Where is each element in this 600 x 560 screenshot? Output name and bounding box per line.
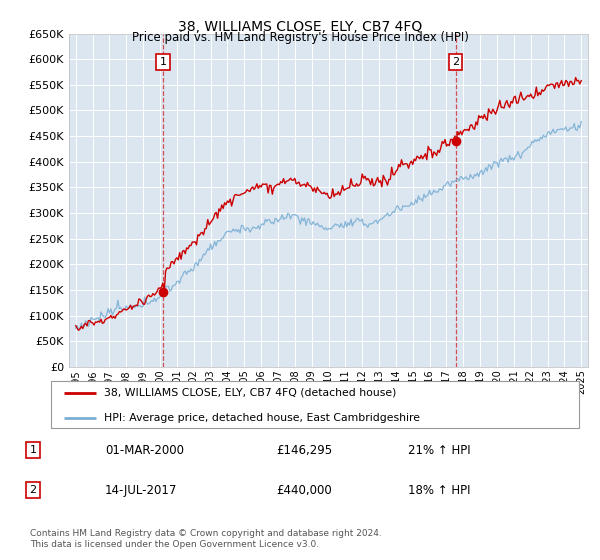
Text: Price paid vs. HM Land Registry's House Price Index (HPI): Price paid vs. HM Land Registry's House …	[131, 31, 469, 44]
Text: 38, WILLIAMS CLOSE, ELY, CB7 4FQ: 38, WILLIAMS CLOSE, ELY, CB7 4FQ	[178, 20, 422, 34]
Text: 21% ↑ HPI: 21% ↑ HPI	[408, 444, 470, 457]
Text: 2: 2	[29, 485, 37, 495]
Text: 01-MAR-2000: 01-MAR-2000	[105, 444, 184, 457]
Text: 1: 1	[160, 57, 166, 67]
Text: 18% ↑ HPI: 18% ↑ HPI	[408, 484, 470, 497]
Text: 38, WILLIAMS CLOSE, ELY, CB7 4FQ (detached house): 38, WILLIAMS CLOSE, ELY, CB7 4FQ (detach…	[104, 388, 396, 398]
FancyBboxPatch shape	[51, 381, 579, 428]
Text: £146,295: £146,295	[276, 444, 332, 457]
Text: £440,000: £440,000	[276, 484, 332, 497]
Text: HPI: Average price, detached house, East Cambridgeshire: HPI: Average price, detached house, East…	[104, 413, 420, 423]
Text: Contains HM Land Registry data © Crown copyright and database right 2024.
This d: Contains HM Land Registry data © Crown c…	[30, 529, 382, 549]
Text: 14-JUL-2017: 14-JUL-2017	[105, 484, 178, 497]
Text: 2: 2	[452, 57, 459, 67]
Text: 1: 1	[29, 445, 37, 455]
